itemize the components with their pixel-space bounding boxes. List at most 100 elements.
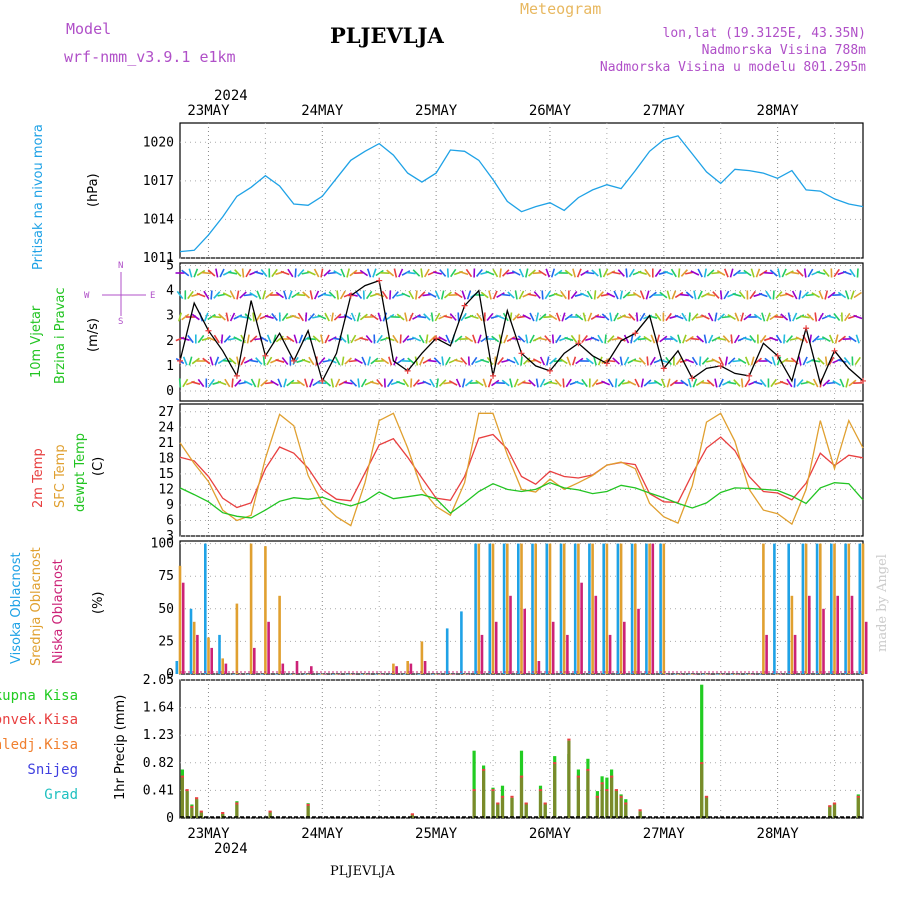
wind-arrow (441, 356, 445, 366)
wind-arrow (774, 315, 784, 319)
wind-arrow (294, 268, 297, 278)
temp-ylabel-sfc: SFC Temp (53, 444, 68, 508)
wind-arrow (402, 378, 410, 388)
precip-bar-conv-cap (700, 762, 704, 765)
wind-arrow (320, 334, 324, 344)
wind-arrow (576, 268, 582, 278)
precip-bar-conv-cap (828, 805, 832, 808)
cloud-bar-high (260, 674, 264, 675)
cloud-bar-low (210, 647, 213, 674)
precip-bar-total (700, 684, 704, 818)
wind-arrow (210, 290, 213, 300)
cloud-bar-high (730, 674, 733, 675)
wind-arrow (420, 268, 424, 278)
wind-arrow (309, 378, 314, 388)
cloud-bar-high (573, 543, 577, 674)
wind-arrow (716, 337, 726, 341)
wind-arrow (635, 312, 639, 322)
cloud-bar-low (623, 621, 626, 674)
wind-arrow (687, 378, 692, 388)
wind-arrow (665, 356, 672, 366)
cloud-bar-high (275, 674, 278, 675)
precip-bar-conv (704, 797, 709, 818)
cloud-bar-high (460, 611, 463, 674)
precip-bar-conv (600, 784, 604, 818)
wind-arrow (228, 357, 237, 365)
wind-arrow (361, 356, 367, 366)
wind-arrow (816, 337, 826, 341)
wind-arrow (582, 312, 587, 322)
wind-arrow (833, 268, 840, 278)
cloud-bar-mid (235, 603, 239, 674)
wind-arrow (248, 359, 259, 363)
legend-total: Ukupna Kisa (0, 688, 78, 704)
wind-arrow (350, 312, 356, 322)
wind-arrow (243, 380, 253, 386)
wind-arrow (586, 290, 593, 300)
wind-arrow (264, 381, 274, 385)
precip-bar-conv (180, 777, 184, 818)
wind-arrow (266, 334, 272, 344)
wind-gust-marker (575, 340, 582, 347)
wind-arrow (369, 381, 379, 385)
wind-arrow (833, 312, 841, 322)
wind-arrow (344, 357, 352, 365)
wind-arrow (718, 378, 724, 388)
wind-arrow (528, 379, 536, 387)
wind-arrow (549, 357, 557, 365)
precip-bar-conv (856, 797, 860, 818)
precip-bar-conv (185, 791, 189, 818)
y-tick-label: 9 (166, 498, 174, 513)
y-tick-label: 1.64 (143, 701, 174, 716)
wind-arrow (611, 271, 621, 275)
wind-arrow (464, 335, 474, 343)
wind-arrow (679, 293, 689, 297)
wind-arrow (398, 268, 404, 278)
wind-arrow (792, 312, 798, 322)
cloud-bar-high (758, 674, 762, 675)
wind-arrow (306, 270, 316, 276)
day-label-top: 23MAY (187, 103, 230, 119)
wind-arrow (262, 356, 266, 366)
y-tick-label: 3 (166, 529, 174, 544)
wind-arrow (786, 378, 793, 388)
wind-arrow (590, 314, 600, 320)
cloud-bar-mid (264, 546, 267, 674)
wind-arrow (842, 270, 852, 276)
wind-arrow (856, 268, 859, 278)
wind-arrow (818, 290, 824, 300)
y-tick-label: 0.41 (143, 783, 174, 798)
wind-arrow (396, 357, 405, 365)
wind-arrow (257, 378, 261, 388)
wind-arrow (238, 315, 248, 319)
cloud-bar-high (659, 543, 662, 674)
wind-arrow (717, 313, 725, 321)
wind-arrow (791, 290, 798, 300)
wind-arrow (191, 357, 200, 365)
year-label-bottom: 2024 (214, 841, 248, 857)
wind-arrow (333, 270, 342, 276)
wind-arrow (391, 291, 399, 299)
wind-arrow (539, 378, 546, 388)
wind-arrow (517, 335, 526, 343)
wind-gust-marker (433, 335, 440, 342)
wind-arrow (434, 312, 441, 322)
wind-arrow (723, 268, 729, 278)
wind-arrow (469, 314, 479, 320)
wind-arrow (236, 290, 240, 300)
precip-bar-conv (553, 764, 557, 818)
wind-arrow (587, 312, 593, 322)
precip-ylabel: 1hr Precip (mm) (113, 695, 128, 800)
wind-arrow (388, 356, 393, 366)
wind-arrow (349, 379, 358, 387)
y-tick-label: 1014 (143, 212, 174, 227)
wind-arrow (544, 290, 551, 300)
wind-arrow (695, 379, 705, 387)
cloud-bar-low (423, 661, 427, 674)
wind-arrow (428, 335, 436, 343)
wind-arrow (535, 378, 539, 388)
cloud-bar-high (317, 674, 321, 675)
wind-arrow (411, 336, 421, 342)
wind-arrow (207, 269, 216, 277)
wind-arrow (513, 356, 520, 366)
